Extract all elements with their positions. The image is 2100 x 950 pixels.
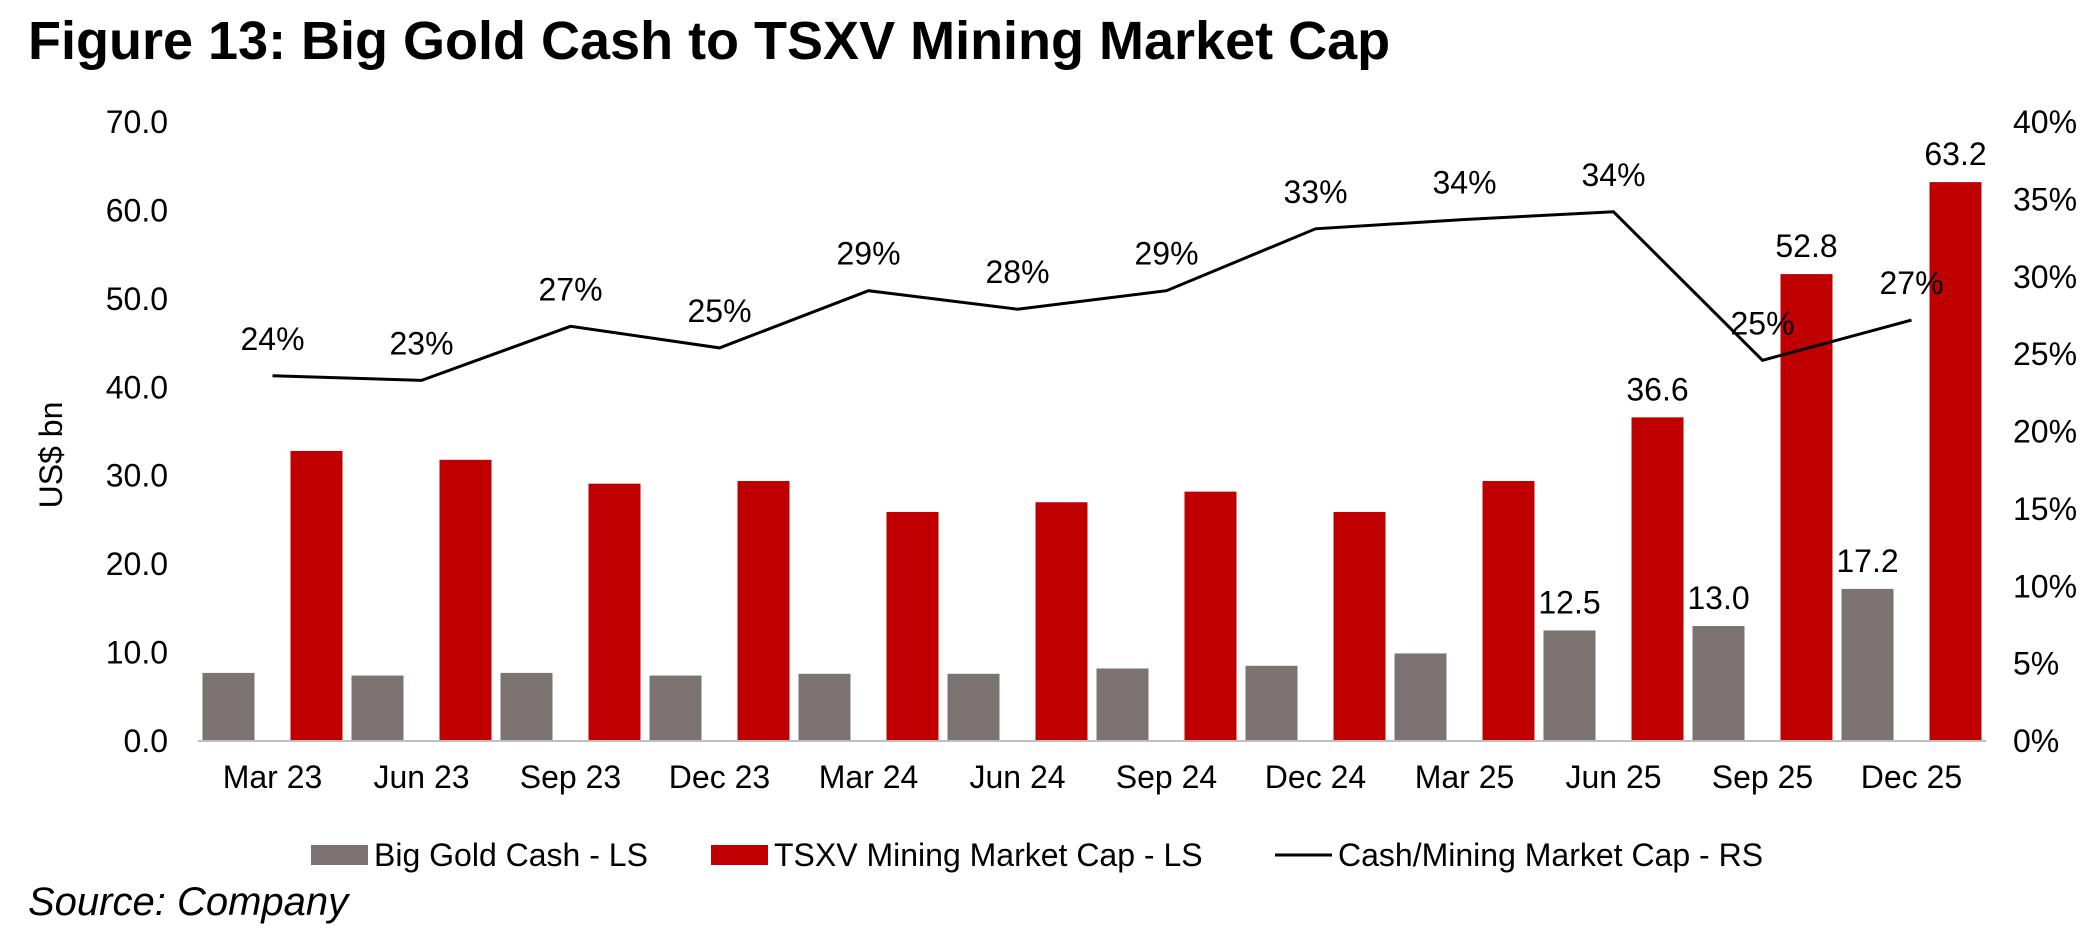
bar-cash (1096, 668, 1149, 741)
ratio-data-label: 25% (1730, 305, 1794, 341)
bar-cash (1245, 665, 1298, 741)
legend: Big Gold Cash - LS TSXV Mining Market Ca… (311, 837, 1763, 873)
right-tick-label: 40% (2013, 104, 2077, 140)
x-tick-label: Jun 23 (373, 759, 469, 795)
left-axis-label: US$ bn (33, 402, 69, 509)
bar-cash (351, 675, 404, 741)
legend-label-ratio: Cash/Mining Market Cap - RS (1338, 837, 1763, 873)
bar-cash (1841, 588, 1894, 741)
legend-label-mining: TSXV Mining Market Cap - LS (774, 837, 1203, 873)
left-tick-label: 70.0 (106, 104, 168, 140)
bar-mining (588, 483, 641, 741)
ratio-data-label: 28% (985, 254, 1049, 290)
left-tick-label: 0.0 (124, 723, 168, 759)
bar-mining (1184, 491, 1237, 741)
bar-value-labels: 12.5 13.0 17.2 36.6 52.8 63.2 (1538, 136, 1986, 620)
bar-cash (500, 672, 553, 741)
cash-data-label: 12.5 (1538, 584, 1600, 620)
right-tick-label: 30% (2013, 259, 2077, 295)
right-tick-label: 20% (2013, 414, 2077, 450)
bar-mining (1631, 417, 1684, 741)
ratio-data-label: 29% (1134, 236, 1198, 272)
legend-swatch-cash (311, 845, 368, 865)
right-tick-label: 25% (2013, 336, 2077, 372)
legend-label-cash: Big Gold Cash - LS (374, 837, 648, 873)
ratio-data-label: 34% (1581, 157, 1645, 193)
bar-cash (947, 673, 1000, 741)
left-tick-label: 40.0 (106, 369, 168, 405)
left-axis-ticks: 0.0 10.0 20.0 30.0 40.0 50.0 60.0 70.0 (106, 104, 168, 759)
x-tick-label: Mar 23 (223, 759, 323, 795)
mining-data-label: 52.8 (1775, 228, 1837, 264)
ratio-data-label: 25% (687, 293, 751, 329)
x-tick-label: Dec 25 (1861, 759, 1962, 795)
figure-source: Source: Company (28, 880, 349, 924)
ratio-line (272, 210, 1912, 382)
x-tick-label: Sep 25 (1712, 759, 1813, 795)
x-tick-label: Sep 24 (1116, 759, 1217, 795)
ratio-data-label: 27% (1879, 265, 1943, 301)
right-tick-label: 0% (2013, 723, 2059, 759)
bar-mining (737, 481, 790, 741)
chart: 0.0 10.0 20.0 30.0 40.0 50.0 60.0 70.0 0% 5% 10% 1… (33, 104, 2077, 873)
x-tick-label: Sep 23 (520, 759, 621, 795)
right-axis-ticks: 0% 5% 10% 15% 20% 25% 30% 35% 40% (2013, 104, 2077, 759)
ratio-data-label: 27% (538, 271, 602, 307)
x-tick-label: Jun 24 (969, 759, 1065, 795)
ratio-data-label: 23% (389, 325, 453, 361)
bars (202, 182, 1982, 742)
ratio-data-label: 24% (240, 321, 304, 357)
bar-cash (649, 675, 702, 741)
left-tick-label: 20.0 (106, 546, 168, 582)
legend-swatch-mining (711, 845, 768, 865)
bar-mining (1333, 511, 1386, 741)
x-tick-label: Mar 25 (1415, 759, 1515, 795)
bar-cash (1394, 653, 1447, 741)
mining-data-label: 36.6 (1626, 371, 1688, 407)
ratio-data-label: 29% (836, 236, 900, 272)
bar-cash (798, 673, 851, 741)
cash-data-label: 17.2 (1836, 543, 1898, 579)
mining-data-label: 63.2 (1924, 136, 1986, 172)
bar-cash (1543, 630, 1596, 741)
bar-mining (439, 459, 492, 741)
right-tick-label: 35% (2013, 181, 2077, 217)
x-tick-label: Dec 24 (1265, 759, 1366, 795)
ratio-data-label: 33% (1283, 174, 1347, 210)
left-tick-label: 60.0 (106, 192, 168, 228)
bar-mining (1482, 481, 1535, 741)
right-tick-label: 5% (2013, 646, 2059, 682)
left-tick-label: 50.0 (106, 281, 168, 317)
cash-data-label: 13.0 (1687, 580, 1749, 616)
left-tick-label: 10.0 (106, 635, 168, 671)
x-tick-label: Dec 23 (669, 759, 770, 795)
ratio-line-layer: 24% 23% 27% 25% 29% 28% 29% 33% 34% 34% 25% 27% (240, 157, 1944, 382)
ratio-data-label: 34% (1432, 164, 1496, 200)
x-tick-label: Jun 25 (1565, 759, 1661, 795)
bar-cash (202, 672, 255, 741)
bar-mining (290, 450, 343, 741)
bar-mining (1929, 182, 1982, 742)
right-tick-label: 15% (2013, 491, 2077, 527)
figure-title: Figure 13: Big Gold Cash to TSXV Mining … (28, 11, 1391, 71)
bar-cash (1692, 626, 1745, 741)
right-tick-label: 10% (2013, 568, 2077, 604)
left-tick-label: 30.0 (106, 458, 168, 494)
x-tick-label: Mar 24 (819, 759, 919, 795)
bar-mining (886, 511, 939, 741)
x-axis-ticks: Mar 23 Jun 23 Sep 23 Dec 23 Mar 24 Jun 24 Sep … (223, 759, 1962, 795)
bar-mining (1035, 502, 1088, 741)
